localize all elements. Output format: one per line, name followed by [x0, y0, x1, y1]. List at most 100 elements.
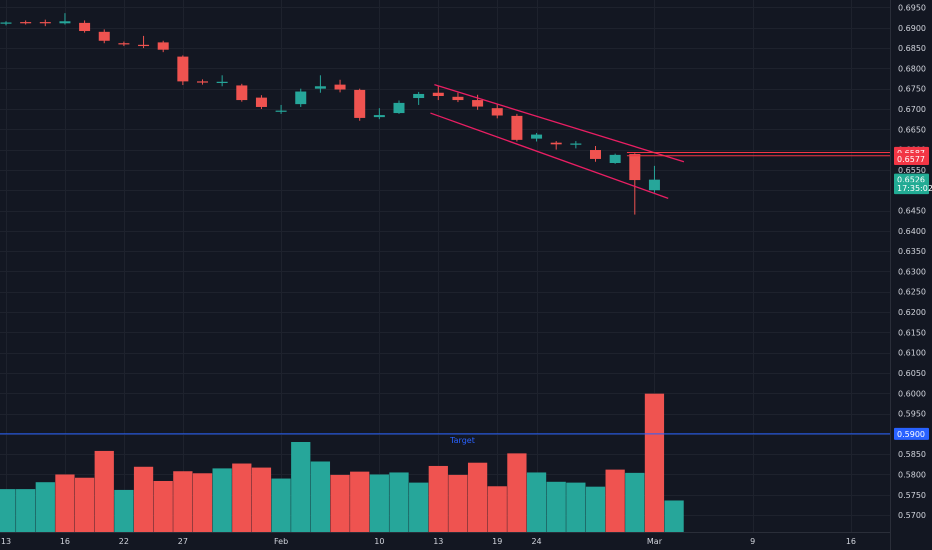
volume-bar [232, 463, 252, 532]
candle-body [452, 96, 464, 101]
candle-body [413, 93, 425, 99]
volume-bar [114, 489, 134, 532]
time-tick-label: 24 [531, 537, 541, 546]
candle [295, 88, 307, 107]
candle-body [373, 115, 385, 118]
candle-body [216, 81, 228, 83]
channel-lower-trendline[interactable] [430, 112, 669, 199]
candle [413, 91, 425, 105]
candle-body [472, 100, 484, 107]
candle [511, 113, 523, 142]
price-tick-label: 0.6000 [898, 389, 926, 398]
candle-body [432, 92, 444, 96]
price-tick-label: 0.6700 [898, 105, 926, 114]
candle [531, 132, 543, 142]
volume-bar [467, 462, 488, 532]
time-tick-label: 13 [433, 537, 443, 546]
price-tick-label: 0.6650 [898, 125, 926, 134]
price-tick-label: 0.5750 [898, 491, 926, 500]
candle-body [393, 102, 405, 114]
candle [275, 104, 287, 114]
time-tick-label: 13 [1, 537, 11, 546]
candle-body [629, 154, 641, 181]
candle [59, 13, 71, 25]
candle [197, 79, 208, 85]
price-tick-label: 0.6350 [898, 247, 926, 256]
time-tick-label: 16 [60, 537, 70, 546]
target-line[interactable]: Target [0, 433, 890, 445]
price-tick-label: 0.6950 [898, 3, 926, 12]
price-tick-label: 0.6550 [898, 166, 926, 175]
candle [648, 165, 660, 193]
volume-bar [271, 478, 291, 532]
volume-bar [55, 474, 75, 532]
candle [236, 83, 248, 102]
price-tag-box [894, 427, 929, 440]
price-tag-label: 0.5900 [897, 430, 925, 439]
candle [0, 21, 12, 26]
candle [20, 20, 32, 25]
volume-bar [74, 477, 95, 532]
candle-body [648, 179, 660, 191]
volume-bar [251, 467, 272, 532]
time-tick-label: 16 [846, 537, 856, 546]
candle [452, 92, 464, 103]
volume-bar [310, 461, 331, 532]
price-tick-label: 0.6300 [898, 267, 926, 276]
candle [373, 108, 385, 120]
price-tag-box [894, 152, 929, 165]
candle [590, 145, 601, 162]
volume-bar [330, 474, 350, 532]
candle-body [20, 22, 32, 24]
candle [79, 20, 91, 33]
price-tag-box [894, 182, 929, 195]
price-tick-label: 0.6800 [898, 64, 926, 73]
candle-body [0, 22, 12, 24]
candle [98, 29, 110, 44]
volume-bars [0, 393, 684, 532]
candle-body [570, 143, 582, 145]
volume-bar [192, 473, 213, 532]
candle-body [177, 56, 189, 82]
candle [393, 100, 405, 114]
price-tick-label: 0.6450 [898, 207, 926, 216]
candle-body [609, 154, 621, 164]
time-tick-label: Feb [274, 537, 288, 546]
channel-upper-trendline[interactable] [434, 84, 685, 163]
volume-bar [94, 450, 114, 532]
candle [629, 153, 641, 215]
candle-body [39, 22, 51, 24]
price-tick-label: 0.6250 [898, 288, 926, 297]
volume-bar [212, 468, 232, 532]
price-tick-label: 0.5950 [898, 410, 926, 419]
volume-bar [625, 472, 645, 532]
volume-bar [546, 481, 566, 532]
candle [177, 55, 189, 86]
price-tick-label: 0.6100 [898, 349, 926, 358]
volume-bar [507, 453, 527, 532]
candle [118, 41, 130, 47]
candle-body [157, 42, 169, 50]
volume-bar [644, 393, 665, 532]
time-tick-label: 27 [178, 537, 188, 546]
candle-body [354, 89, 366, 118]
volume-bar [0, 489, 16, 532]
volume-bar [526, 472, 547, 532]
candlesticks [0, 13, 660, 215]
volume-bar [369, 474, 389, 532]
candle-body [138, 44, 150, 47]
drawing-tools[interactable] [430, 84, 890, 199]
price-tag-label: 17:35:02 [897, 184, 932, 193]
volume-bar [605, 469, 625, 532]
candle [138, 35, 150, 49]
volume-bar [409, 482, 429, 532]
time-axis[interactable]: 13 16 22 27 Feb 10 13 19 24 Mar 9 16 [1, 537, 856, 546]
volume-bar [350, 471, 370, 532]
time-tick-label: 9 [750, 537, 755, 546]
candle [472, 94, 484, 110]
price-tick-label: 0.6200 [898, 308, 926, 317]
candle [570, 141, 582, 149]
volume-bar [566, 482, 586, 532]
